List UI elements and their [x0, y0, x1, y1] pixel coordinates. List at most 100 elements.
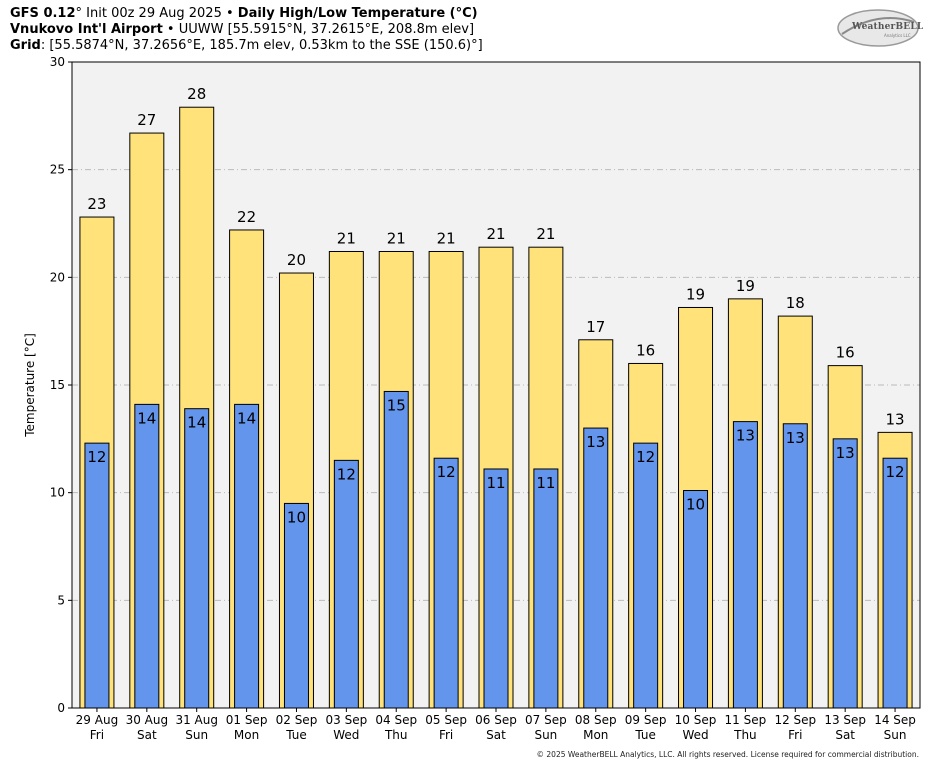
low-value-label: 12	[636, 448, 655, 466]
low-value-label: 13	[836, 444, 855, 462]
station-info: • UUWW [55.5915°N, 37.2615°E, 208.8m ele…	[162, 22, 475, 37]
low-bar	[782, 423, 808, 709]
x-tick-date: 14 Sep	[874, 713, 916, 727]
low-bar	[234, 403, 260, 709]
low-value-label: 14	[137, 409, 156, 427]
low-value-label: 11	[486, 474, 505, 492]
x-tick-day: Wed	[682, 728, 708, 742]
weatherbell-logo-icon	[837, 9, 919, 47]
y-tick-label: 15	[50, 378, 65, 392]
logo-text: WeatherBELL	[852, 22, 924, 32]
high-value-label: 16	[836, 344, 855, 362]
x-tick-day: Fri	[90, 728, 104, 742]
low-bar	[732, 421, 758, 709]
high-value-label: 13	[886, 410, 905, 428]
low-value-label: 14	[187, 414, 206, 432]
high-value-label: 22	[237, 208, 256, 226]
low-value-label: 11	[536, 474, 555, 492]
low-value-label: 13	[786, 429, 805, 447]
low-bar	[84, 442, 110, 709]
low-bar	[433, 457, 459, 709]
low-value-label: 10	[686, 496, 705, 514]
high-value-label: 21	[387, 229, 406, 247]
y-tick-label: 10	[50, 486, 65, 500]
x-tick-day: Sat	[835, 728, 855, 742]
x-tick-date: 11 Sep	[725, 713, 767, 727]
copyright-notice: © 2025 WeatherBELL Analytics, LLC. All r…	[536, 750, 919, 759]
x-tick-day: Sun	[185, 728, 208, 742]
low-value-label: 12	[437, 463, 456, 481]
chart-title-line-3: Grid: [55.5874°N, 37.2656°E, 185.7m elev…	[10, 38, 483, 54]
y-tick-label: 30	[50, 55, 65, 69]
x-tick-day: Thu	[733, 728, 757, 742]
x-tick-day: Sat	[486, 728, 506, 742]
grid-label: Grid	[10, 38, 41, 53]
x-tick-date: 05 Sep	[425, 713, 467, 727]
x-tick-date: 10 Sep	[675, 713, 717, 727]
degree-mark: °	[75, 6, 83, 21]
high-value-label: 21	[337, 229, 356, 247]
y-axis-label: Temperature [°C]	[23, 333, 37, 438]
x-tick-day: Sat	[137, 728, 157, 742]
low-bar	[533, 468, 559, 709]
y-tick-label: 0	[57, 701, 65, 715]
low-bar	[882, 457, 908, 709]
low-bar	[184, 408, 210, 709]
x-tick-day: Sun	[884, 728, 907, 742]
x-tick-date: 03 Sep	[326, 713, 368, 727]
low-value-label: 12	[87, 448, 106, 466]
y-tick-label: 25	[50, 163, 65, 177]
low-bar	[134, 403, 160, 709]
x-tick-day: Tue	[285, 728, 307, 742]
x-tick-day: Wed	[333, 728, 359, 742]
high-value-label: 21	[536, 225, 555, 243]
high-value-label: 19	[736, 277, 755, 295]
low-bar	[633, 442, 659, 709]
high-value-label: 20	[287, 251, 306, 269]
x-tick-date: 12 Sep	[774, 713, 816, 727]
x-tick-date: 02 Sep	[276, 713, 318, 727]
low-value-label: 14	[237, 409, 256, 427]
x-tick-date: 06 Sep	[475, 713, 517, 727]
station-name: Vnukovo Int'l Airport	[10, 22, 163, 37]
model-name: GFS 0.12	[10, 6, 76, 21]
low-value-label: 12	[886, 463, 905, 481]
low-value-label: 13	[736, 427, 755, 445]
product-name: Daily High/Low Temperature (°C)	[237, 6, 478, 21]
low-value-label: 12	[337, 465, 356, 483]
x-tick-date: 04 Sep	[375, 713, 417, 727]
high-value-label: 23	[87, 195, 106, 213]
chart-title-line-2: Vnukovo Int'l Airport • UUWW [55.5915°N,…	[10, 22, 474, 38]
high-value-label: 27	[137, 111, 156, 129]
x-tick-day: Fri	[439, 728, 453, 742]
high-value-label: 21	[437, 229, 456, 247]
x-tick-day: Thu	[384, 728, 408, 742]
high-value-label: 28	[187, 85, 206, 103]
low-value-label: 10	[287, 508, 306, 526]
x-tick-date: 01 Sep	[226, 713, 268, 727]
low-bar	[333, 459, 359, 709]
low-bar	[832, 438, 858, 709]
low-bar	[583, 427, 609, 709]
x-tick-date: 29 Aug	[76, 713, 119, 727]
y-tick-label: 20	[50, 270, 65, 284]
low-bar	[483, 468, 509, 709]
high-value-label: 18	[786, 294, 805, 312]
low-bar	[283, 502, 309, 709]
x-tick-date: 13 Sep	[824, 713, 866, 727]
init-time: Init 00z 29 Aug 2025 •	[82, 6, 238, 21]
high-value-label: 21	[486, 225, 505, 243]
x-tick-date: 08 Sep	[575, 713, 617, 727]
chart-title-line-1: GFS 0.12° Init 00z 29 Aug 2025 • Daily H…	[10, 6, 478, 22]
x-tick-date: 31 Aug	[175, 713, 218, 727]
high-value-label: 16	[636, 341, 655, 359]
high-value-label: 17	[586, 318, 605, 336]
low-value-label: 13	[586, 433, 605, 451]
low-bar	[683, 490, 709, 709]
x-tick-day: Sun	[534, 728, 557, 742]
low-bar	[383, 390, 409, 709]
x-tick-day: Fri	[788, 728, 802, 742]
x-tick-date: 09 Sep	[625, 713, 667, 727]
x-tick-date: 30 Aug	[126, 713, 169, 727]
